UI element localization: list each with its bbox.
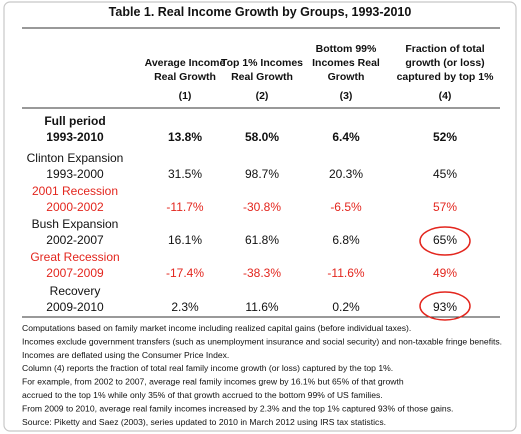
row-label: Full period <box>44 114 105 128</box>
row-label: Recovery <box>50 284 101 298</box>
cell: 20.3% <box>329 167 363 181</box>
column-header: growth (or loss) <box>405 57 484 69</box>
column-header: Fraction of total <box>405 43 484 55</box>
column-number: (2) <box>256 90 269 102</box>
cell: 31.5% <box>168 167 202 181</box>
column-header: Bottom 99% <box>316 43 377 55</box>
cell: 58.0% <box>245 130 279 144</box>
footnote: Column (4) reports the fraction of total… <box>22 363 393 373</box>
cell: 45% <box>433 167 457 181</box>
frame <box>3 1 517 432</box>
cell: 61.8% <box>245 233 279 247</box>
footnote: accrued to the top 1% while only 35% of … <box>22 390 383 400</box>
cell: -11.7% <box>166 200 203 214</box>
cell: -38.3% <box>243 266 281 280</box>
cell: 57% <box>433 200 457 214</box>
cell: 49% <box>433 266 457 280</box>
column-header: captured by top 1% <box>397 71 495 83</box>
column-number: (1) <box>179 90 192 102</box>
highlight-circle <box>419 291 471 321</box>
column-header: Real Growth <box>231 71 293 83</box>
row-label: Clinton Expansion <box>27 151 124 165</box>
row-label: 2007-2009 <box>46 266 104 280</box>
column-header: Average Income <box>145 57 226 69</box>
column-header: Incomes Real <box>312 57 380 69</box>
cell: 11.6% <box>245 300 278 314</box>
cell: 65% <box>433 233 457 247</box>
cell: 98.7% <box>245 167 279 181</box>
footnote: For example, from 2002 to 2007, average … <box>22 377 404 387</box>
cell: -11.6% <box>327 266 364 280</box>
row-label: 1993-2010 <box>46 130 104 144</box>
row-label: 2009-2010 <box>46 300 104 314</box>
row-label: Great Recession <box>30 250 119 264</box>
footnote: From 2009 to 2010, average real family i… <box>22 403 453 413</box>
cell: 13.8% <box>168 130 202 144</box>
cell: -30.8% <box>243 200 281 214</box>
footnote: Incomes are deflated using the Consumer … <box>22 350 229 360</box>
column-header: Top 1% Incomes <box>221 57 303 69</box>
column-header: Growth <box>328 71 365 83</box>
footnote: Incomes exclude government transfers (su… <box>22 336 502 346</box>
cell: 6.4% <box>332 130 360 144</box>
highlight-circle <box>419 226 471 256</box>
column-number: (3) <box>340 90 353 102</box>
cell: 16.1% <box>168 233 202 247</box>
column-number: (4) <box>439 90 452 102</box>
cell: 2.3% <box>171 300 199 314</box>
row-label: 2001 Recession <box>32 184 118 198</box>
cell: -17.4% <box>166 266 204 280</box>
row-label: Bush Expansion <box>32 217 119 231</box>
cell: 52% <box>433 130 457 144</box>
row-label: 1993-2000 <box>46 167 104 181</box>
row-label: 2000-2002 <box>46 200 104 214</box>
cell: 0.2% <box>332 300 360 314</box>
cell: 6.8% <box>332 233 360 247</box>
column-header: Real Growth <box>154 71 216 83</box>
row-label: 2002-2007 <box>46 233 104 247</box>
footnote: Computations based on family market inco… <box>22 323 411 333</box>
table-title: Table 1. Real Income Growth by Groups, 1… <box>109 5 412 19</box>
cell: -6.5% <box>330 200 362 214</box>
footnote: Source: Piketty and Saez (2003), series … <box>22 417 386 427</box>
cell: 93% <box>433 300 457 314</box>
